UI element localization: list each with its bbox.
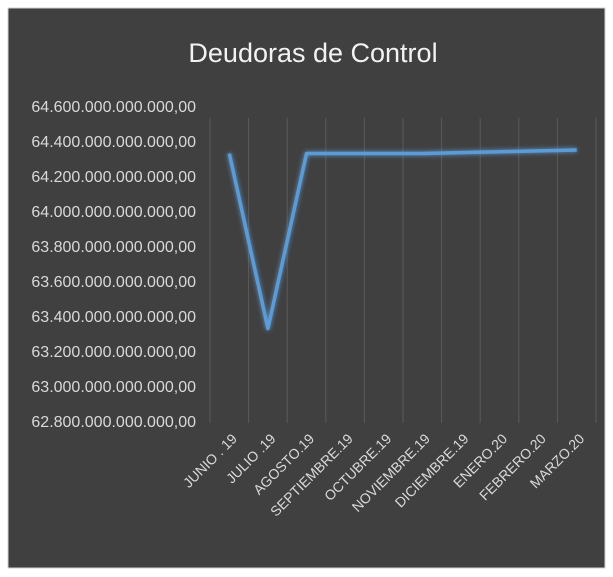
y-tick-label: 64.600.000.000.000,00 xyxy=(31,99,196,116)
y-tick-label: 63.400.000.000.000,00 xyxy=(31,309,196,326)
y-tick-label: 64.400.000.000.000,00 xyxy=(31,134,196,151)
chart-background xyxy=(7,7,606,569)
y-tick-label: 64.000.000.000.000,00 xyxy=(31,204,196,221)
y-tick-label: 63.600.000.000.000,00 xyxy=(31,274,196,291)
chart-title: Deudoras de Control xyxy=(188,38,437,68)
data-line xyxy=(227,148,577,331)
y-tick-label: 62.800.000.000.000,00 xyxy=(31,414,196,431)
y-tick-label: 63.200.000.000.000,00 xyxy=(31,344,196,361)
y-tick-label: 63.800.000.000.000,00 xyxy=(31,239,196,256)
y-tick-label: 63.000.000.000.000,00 xyxy=(31,379,196,396)
y-tick-label: 64.200.000.000.000,00 xyxy=(31,169,196,186)
